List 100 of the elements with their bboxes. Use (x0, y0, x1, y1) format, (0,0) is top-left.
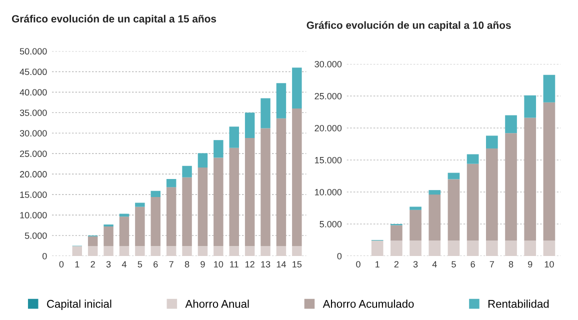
bar (214, 140, 224, 158)
bar (292, 108, 302, 246)
y-tick-label: 40.000 (20, 89, 47, 96)
chart-title: Gráfico evolución de un capital a 15 años (12, 14, 216, 25)
bar (198, 168, 208, 246)
x-tick-label: 2 (394, 261, 399, 268)
y-tick-label: 25.000 (314, 92, 342, 100)
bar (466, 154, 479, 164)
x-tick-label: 1 (376, 261, 380, 268)
bar (150, 197, 160, 246)
bar (166, 246, 176, 256)
chart-title: Gráfico evolución de un capital a 10 años (306, 21, 511, 31)
x-tick-label: 8 (184, 261, 190, 268)
bar (505, 115, 517, 134)
bar (229, 126, 239, 148)
y-tick-label: 20.000 (20, 171, 47, 178)
bar (543, 102, 556, 241)
bar (276, 118, 286, 246)
x-tick-label: 15 (292, 261, 302, 268)
bar (466, 164, 479, 241)
legend-label: Rentabilidad (488, 300, 549, 308)
bar (198, 246, 208, 256)
bar (276, 246, 286, 256)
legend-label: Ahorro Anual (185, 300, 249, 308)
bar (486, 240, 498, 256)
bar (524, 118, 536, 241)
bar (104, 224, 114, 227)
bar (229, 246, 239, 256)
x-tick-label: 5 (452, 261, 456, 268)
x-tick-label: 3 (106, 261, 111, 268)
bar (428, 190, 441, 195)
y-tick-label: 15.000 (20, 192, 47, 198)
x-tick-label: 14 (276, 261, 286, 268)
bar (260, 246, 270, 256)
bar (448, 172, 460, 180)
bar (410, 240, 422, 256)
bar (448, 179, 460, 241)
bar (244, 112, 255, 138)
bar (448, 240, 460, 256)
bar (104, 226, 114, 246)
bar (371, 240, 384, 256)
bar (150, 190, 160, 198)
bar (486, 148, 498, 241)
bar (428, 240, 441, 256)
bar (524, 240, 536, 256)
x-tick-label: 7 (169, 261, 174, 268)
bar (135, 206, 145, 246)
bar (182, 177, 192, 246)
y-tick-label: 5.000 (24, 232, 47, 239)
bar (214, 246, 224, 256)
y-tick-label: 45.000 (20, 68, 47, 76)
x-tick-label: 6 (470, 261, 475, 268)
bar (150, 246, 160, 256)
bar (276, 83, 286, 118)
x-tick-label: 8 (508, 261, 514, 268)
bar (166, 187, 176, 246)
y-tick-label: 0 (337, 252, 342, 260)
y-tick-label: 0 (42, 252, 47, 260)
bar (88, 236, 98, 246)
x-tick-label: 2 (90, 261, 95, 268)
bar (466, 240, 479, 256)
x-tick-label: 0 (356, 261, 360, 268)
bar (390, 225, 402, 241)
bar (292, 246, 302, 256)
bar (119, 246, 130, 256)
bar (214, 158, 224, 246)
bar (486, 136, 498, 148)
bar (292, 68, 302, 109)
bar (88, 246, 98, 256)
x-tick-label: 4 (122, 261, 126, 268)
bar (119, 216, 130, 246)
x-tick-label: 6 (154, 261, 158, 268)
x-tick-label: 4 (432, 261, 437, 268)
bar (135, 202, 145, 207)
bar (166, 178, 176, 188)
x-tick-label: 7 (490, 261, 494, 268)
bar (505, 240, 517, 256)
bar (410, 206, 422, 210)
x-tick-label: 9 (200, 261, 205, 268)
y-tick-label: 20.000 (314, 124, 342, 132)
bar (505, 133, 517, 241)
legend-label: Capital inicial (47, 300, 112, 310)
y-tick-label: 15.000 (315, 156, 342, 164)
y-tick-label: 30.000 (20, 130, 47, 136)
y-tick-label: 30.000 (314, 60, 342, 68)
x-tick-label: 10 (544, 261, 554, 268)
y-tick-label: 10.000 (315, 188, 342, 196)
bar (198, 153, 208, 168)
y-tick-label: 5.000 (320, 220, 342, 228)
bar (229, 148, 239, 246)
x-tick-label: 13 (261, 261, 270, 268)
x-tick-label: 1 (75, 261, 80, 268)
bar (260, 128, 270, 246)
bar (244, 246, 255, 256)
x-tick-label: 11 (230, 261, 238, 268)
bar (543, 74, 556, 102)
bar (390, 240, 402, 256)
bar (260, 98, 270, 128)
bar (428, 194, 441, 241)
x-tick-label: 10 (214, 261, 224, 268)
